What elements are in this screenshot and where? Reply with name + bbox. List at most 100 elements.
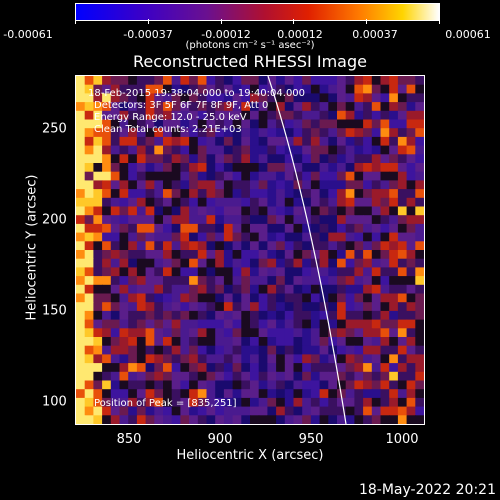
heatmap-cell: [136, 241, 147, 251]
heatmap-cell: [415, 102, 424, 112]
heatmap-cell: [84, 215, 94, 225]
heatmap-cell: [93, 197, 103, 208]
heatmap-cell: [84, 232, 94, 242]
heatmap-cell: [154, 380, 164, 390]
heatmap-cell: [354, 258, 364, 268]
heatmap-cell: [284, 171, 295, 181]
heatmap-cell: [363, 250, 373, 260]
heatmap-cell: [84, 136, 94, 147]
heatmap-cell: [415, 145, 424, 155]
heatmap-cell: [180, 345, 190, 355]
heatmap-cell: [345, 93, 355, 103]
heatmap-cell: [102, 223, 112, 234]
heatmap-cell: [215, 84, 225, 94]
heatmap-cell: [76, 180, 86, 190]
heatmap-cell: [93, 293, 103, 303]
heatmap-cell: [380, 163, 390, 173]
heatmap-cell: [119, 154, 129, 164]
heatmap-cell: [319, 267, 329, 277]
heatmap-cell: [389, 171, 399, 181]
heatmap-cell: [110, 102, 121, 112]
heatmap-cell: [250, 223, 260, 234]
heatmap-cell: [397, 206, 408, 216]
heatmap-cell: [380, 171, 390, 181]
heatmap-cell: [345, 136, 355, 147]
heatmap-cell: [389, 206, 399, 216]
heatmap-cell: [354, 145, 364, 155]
heatmap-cell: [371, 223, 382, 234]
heatmap-cell: [276, 197, 286, 208]
heatmap-cell: [189, 363, 199, 373]
heatmap-cell: [128, 163, 138, 173]
heatmap-cell: [363, 154, 373, 164]
heatmap-cell: [110, 371, 121, 382]
heatmap-cell: [328, 363, 338, 373]
heatmap-cell: [363, 267, 373, 277]
heatmap-cell: [241, 206, 251, 216]
heatmap-cell: [189, 76, 199, 86]
heatmap-cell: [380, 284, 390, 295]
heatmap-cell: [84, 380, 94, 390]
heatmap-cell: [232, 380, 242, 390]
heatmap-cell: [302, 232, 312, 242]
heatmap-cell: [102, 258, 112, 268]
heatmap-cell: [76, 223, 86, 234]
heatmap-cell: [215, 145, 225, 155]
heatmap-cell: [345, 319, 355, 329]
heatmap-cell: [128, 397, 138, 408]
heatmap-cell: [302, 84, 312, 94]
heatmap-cell: [154, 363, 164, 373]
heatmap-cell: [371, 102, 382, 112]
heatmap-cell: [250, 319, 260, 329]
heatmap-cell: [363, 345, 373, 355]
heatmap-cell: [337, 354, 347, 364]
heatmap-cell: [258, 397, 268, 408]
heatmap-cell: [258, 406, 268, 416]
heatmap-cell: [136, 319, 147, 329]
heatmap-cell: [276, 250, 286, 260]
heatmap-cell: [406, 119, 416, 129]
heatmap-cell: [415, 337, 424, 347]
heatmap-cell: [93, 76, 103, 86]
heatmap-cell: [76, 154, 86, 164]
heatmap-cell: [154, 397, 164, 408]
heatmap-cell: [406, 328, 416, 338]
heatmap-cell: [302, 345, 312, 355]
heatmap-cell: [84, 241, 94, 251]
heatmap-cell: [363, 293, 373, 303]
heatmap-cell: [267, 241, 277, 251]
heatmap-cell: [276, 406, 286, 416]
heatmap-cell: [232, 110, 242, 121]
heatmap-cell: [415, 380, 424, 390]
heatmap-cell: [154, 119, 164, 129]
heatmap-cell: [354, 93, 364, 103]
heatmap-cell: [276, 293, 286, 303]
heatmap-cell: [110, 197, 121, 208]
heatmap-cell: [406, 397, 416, 408]
heatmap-cell: [232, 293, 242, 303]
heatmap-cell: [136, 337, 147, 347]
heatmap-cell: [258, 145, 268, 155]
heatmap-cell: [145, 397, 155, 408]
heatmap-cell: [302, 110, 312, 121]
heatmap-cell: [119, 110, 129, 121]
heatmap-cell: [371, 337, 382, 347]
heatmap-cell: [293, 93, 303, 103]
heatmap-cell: [128, 337, 138, 347]
heatmap-cell: [128, 371, 138, 382]
heatmap-cell: [215, 232, 225, 242]
heatmap-cell: [232, 119, 242, 129]
heatmap-cell: [267, 284, 277, 295]
heatmap-cell: [284, 371, 295, 382]
heatmap-cell: [223, 337, 234, 347]
heatmap-cell: [76, 163, 86, 173]
heatmap-cell: [110, 258, 121, 268]
heatmap-cell: [337, 119, 347, 129]
heatmap-cell: [380, 84, 390, 94]
heatmap-cell: [397, 145, 408, 155]
heatmap-cell: [171, 180, 181, 190]
heatmap-cell: [337, 154, 347, 164]
heatmap-cell: [136, 354, 147, 364]
heatmap-cell: [154, 415, 164, 424]
heatmap-cell: [293, 397, 303, 408]
